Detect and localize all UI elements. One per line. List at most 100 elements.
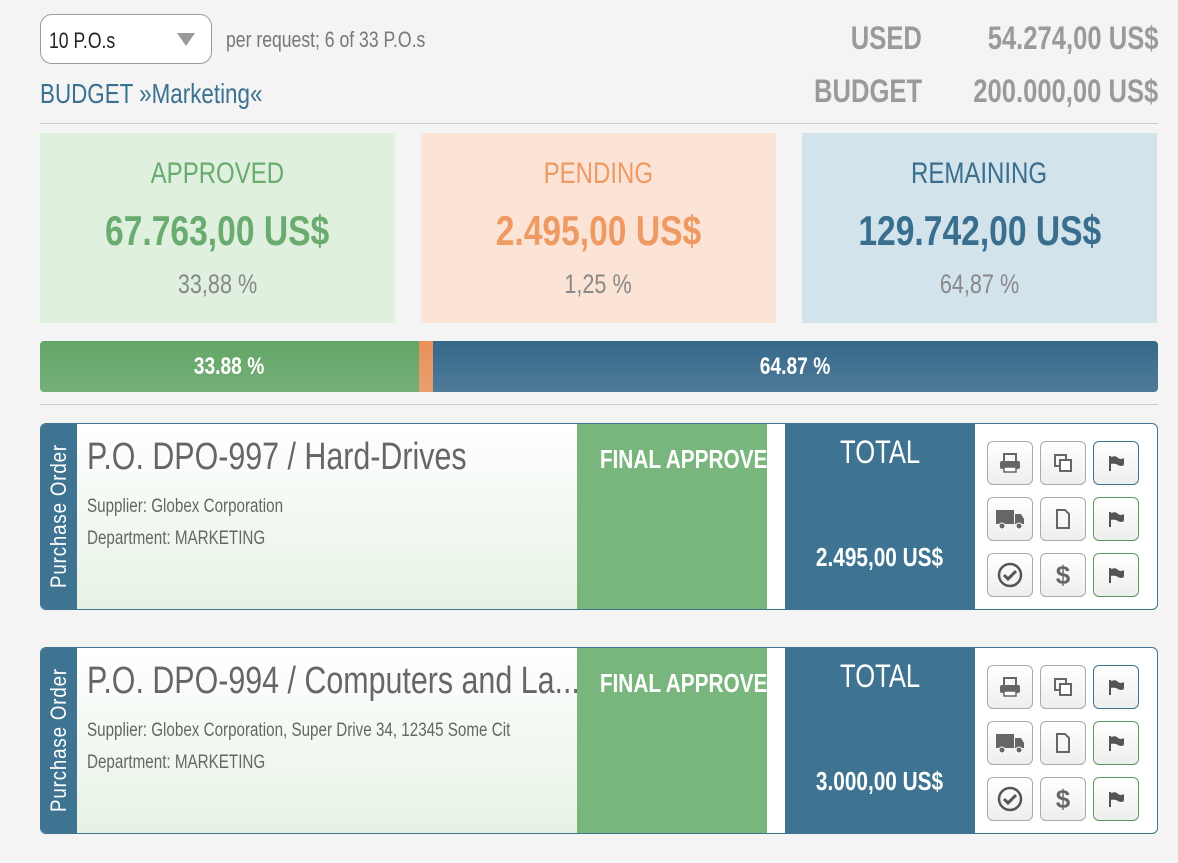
total-label: TOTAL	[785, 434, 975, 471]
flag-icon	[1109, 736, 1124, 751]
order-gap	[767, 424, 785, 609]
summary-card: APPROVED 67.763,00 US$ 33,88 %	[40, 133, 395, 323]
flag-icon	[1109, 568, 1124, 583]
card-label: REMAINING	[802, 157, 1157, 191]
check-icon	[997, 562, 1023, 588]
total-value: 2.495,00 US$	[785, 542, 975, 573]
summary-text: per request; 6 of 33 P.O.s	[226, 27, 426, 52]
total-label: TOTAL	[785, 658, 975, 695]
budget-title: BUDGET »Marketing«	[40, 78, 263, 109]
check-button[interactable]	[987, 777, 1033, 821]
order-tab: Purchase Order	[41, 648, 77, 833]
order-status: FINAL APPROVED	[577, 648, 782, 833]
card-percent-text: 64,87 %	[939, 269, 1020, 299]
card-amount-text: 2.495,00 US$	[495, 207, 702, 254]
progress-segment: 33.88 %	[40, 341, 419, 392]
card-amount: 129.742,00 US$	[802, 207, 1157, 255]
card-percent-text: 33,88 %	[177, 269, 258, 299]
card-label-text: APPROVED	[150, 157, 285, 190]
order-title: P.O. DPO-997 / Hard-Drives	[87, 436, 467, 478]
card-label-text: REMAINING	[911, 157, 1048, 190]
dollar-button[interactable]: $	[1040, 777, 1086, 821]
progress-segment	[418, 341, 433, 392]
flag-button[interactable]	[1093, 441, 1139, 485]
flag-button[interactable]	[1093, 497, 1139, 541]
doc-button[interactable]	[1040, 497, 1086, 541]
flag-button[interactable]	[1093, 665, 1139, 709]
dollar-icon: $	[1055, 559, 1071, 590]
printer-icon	[1000, 677, 1020, 697]
doc-icon	[1056, 733, 1070, 753]
order-supplier: Supplier: Globex Corporation, Super Driv…	[87, 720, 511, 741]
order-tab-label: Purchase Order	[46, 444, 71, 588]
copy-icon	[1054, 454, 1072, 472]
flag-icon	[1109, 792, 1124, 807]
used-value: 54.274,00 US$	[987, 20, 1158, 56]
copy-button[interactable]	[1040, 665, 1086, 709]
order-title: P.O. DPO-994 / Computers and La...	[87, 660, 580, 702]
order-department: Department: MARKETING	[87, 752, 266, 773]
page-size-select[interactable]: 10 P.O.s	[40, 14, 212, 64]
divider	[40, 123, 1158, 124]
total-value-text: 3.000,00 US$	[816, 766, 944, 796]
doc-button[interactable]	[1040, 721, 1086, 765]
card-percent: 33,88 %	[40, 269, 395, 300]
copy-button[interactable]	[1040, 441, 1086, 485]
card-amount: 67.763,00 US$	[40, 207, 395, 255]
card-label: APPROVED	[40, 157, 395, 191]
flag-icon	[1109, 512, 1124, 527]
order-supplier: Supplier: Globex Corporation	[87, 496, 284, 517]
order-total: TOTAL 2.495,00 US$	[785, 424, 975, 609]
flag-button[interactable]	[1093, 777, 1139, 821]
order-gap	[767, 648, 785, 833]
card-amount-text: 67.763,00 US$	[105, 207, 330, 254]
card-percent: 1,25 %	[421, 269, 776, 300]
card-label: PENDING	[421, 157, 776, 191]
progress-label: 64.87 %	[760, 352, 831, 380]
order-body: P.O. DPO-994 / Computers and La... Suppli…	[77, 648, 580, 833]
truck-icon	[996, 510, 1024, 530]
select-value: 10 P.O.s	[49, 28, 116, 53]
printer-button[interactable]	[987, 441, 1033, 485]
order-body: P.O. DPO-997 / Hard-Drives Supplier: Glob…	[77, 424, 577, 609]
total-value-text: 2.495,00 US$	[816, 542, 944, 572]
card-percent-text: 1,25 %	[564, 269, 633, 299]
check-icon	[997, 786, 1023, 812]
total-label-text: TOTAL	[839, 434, 921, 470]
check-button[interactable]	[987, 553, 1033, 597]
used-label: USED	[850, 20, 922, 56]
printer-icon	[1000, 453, 1020, 473]
progress-segment: 64.87 %	[432, 341, 1158, 392]
dollar-icon: $	[1055, 783, 1071, 814]
order-total: TOTAL 3.000,00 US$	[785, 648, 975, 833]
truck-button[interactable]	[987, 497, 1033, 541]
card-amount-text: 129.742,00 US$	[858, 207, 1101, 254]
summary-card: PENDING 2.495,00 US$ 1,25 %	[421, 133, 776, 323]
total-label-text: TOTAL	[839, 658, 921, 694]
total-value: 3.000,00 US$	[785, 766, 975, 797]
order-card: Purchase Order P.O. DPO-994 / Computers a…	[40, 647, 1158, 834]
dollar-button[interactable]: $	[1040, 553, 1086, 597]
truck-button[interactable]	[987, 721, 1033, 765]
flag-icon	[1109, 680, 1124, 695]
flag-icon	[1109, 456, 1124, 471]
order-tab: Purchase Order	[41, 424, 77, 609]
printer-button[interactable]	[987, 665, 1033, 709]
card-label-text: PENDING	[543, 157, 654, 190]
divider	[40, 404, 1158, 405]
dropdown-arrow	[177, 33, 195, 46]
order-department: Department: MARKETING	[87, 528, 266, 549]
progress-label: 33.88 %	[194, 352, 265, 380]
summary-card: REMAINING 129.742,00 US$ 64,87 %	[802, 133, 1157, 323]
flag-button[interactable]	[1093, 553, 1139, 597]
order-tab-label: Purchase Order	[46, 668, 71, 812]
budget-label: BUDGET	[813, 73, 922, 109]
card-percent: 64,87 %	[802, 269, 1157, 300]
order-status: FINAL APPROVED	[577, 424, 782, 609]
order-status-text: FINAL APPROVED	[599, 668, 783, 698]
budget-value: 200.000,00 US$	[972, 73, 1158, 109]
truck-icon	[996, 734, 1024, 754]
order-card: Purchase Order P.O. DPO-997 / Hard-Drives…	[40, 423, 1158, 610]
copy-icon	[1054, 678, 1072, 696]
flag-button[interactable]	[1093, 721, 1139, 765]
